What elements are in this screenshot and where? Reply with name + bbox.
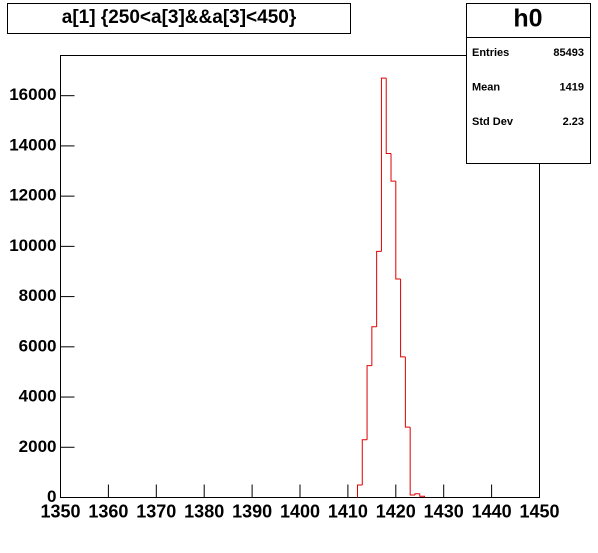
histogram-bin [366,365,372,440]
y-tick-label: 10000 [9,236,56,255]
chart-title: a[1] {250<a[3]&&a[3]<450} [62,7,297,28]
x-tick-label: 1450 [519,501,559,521]
y-tick-label: 0 [47,487,56,506]
histogram-bin [376,250,382,327]
histogram-bin [404,356,411,428]
histogram-bin [385,78,392,154]
stats-title: h0 [513,5,542,33]
histogram-bin [356,484,363,498]
histogram-bin [390,153,396,182]
histogram-bin [371,326,377,366]
histogram-bin [395,181,401,280]
x-tick-label: 1410 [328,501,368,521]
histogram-bin [380,77,387,252]
x-tick-label: 1390 [232,501,272,521]
y-tick-label: 14000 [9,135,56,154]
stats-value: 2.23 [563,116,584,128]
y-tick-label: 4000 [19,387,57,406]
histogram-bin [414,493,420,495]
x-tick-label: 1360 [88,501,128,521]
x-tick-label: 1430 [424,501,464,521]
stats-value: 85493 [553,47,584,59]
x-tick-label: 1380 [184,501,224,521]
stats-value: 1419 [560,81,584,93]
title-box [7,3,351,34]
stats-label: Mean [472,81,500,93]
histogram-bin [400,279,406,358]
y-tick-label: 8000 [19,286,57,305]
y-tick-label: 16000 [9,85,56,104]
stats-label: Std Dev [472,116,514,128]
x-tick-label: 1350 [40,501,80,521]
histogram-bin [409,427,415,496]
x-tick-label: 1440 [472,501,512,521]
x-tick-label: 1420 [376,501,416,521]
stats-box [466,3,591,164]
x-tick-label: 1400 [280,501,320,521]
y-tick-label: 6000 [19,336,57,355]
y-tick-label: 12000 [9,186,56,205]
y-tick-label: 2000 [19,437,57,456]
x-tick-label: 1370 [136,501,176,521]
stats-label: Entries [472,47,509,59]
histogram-bin [361,439,368,485]
histogram-bin [419,493,426,498]
